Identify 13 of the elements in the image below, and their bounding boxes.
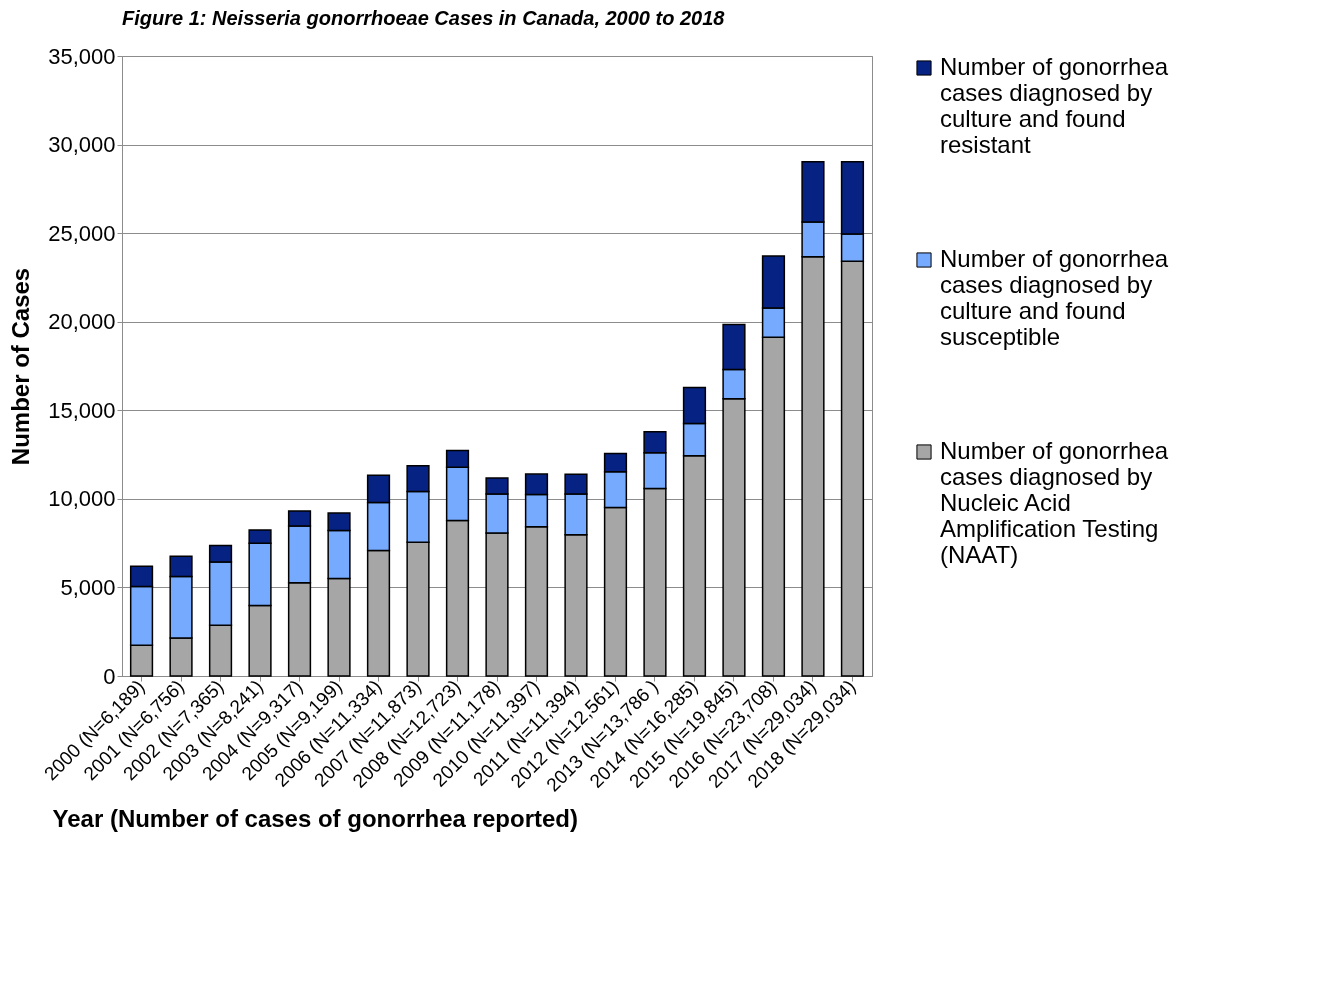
legend-label: Number of gonorrhea cases diagnosed by Nucleic Acid Amplification Testing (NAAT)	[940, 437, 1169, 568]
y-axis-title: Number of Cases	[7, 267, 35, 466]
y-tick-label: 30,000	[48, 132, 116, 158]
chart-title: Figure 1: Neisseria gonorrhoeae Cases in Canada, 2000 to 2018	[122, 7, 726, 29]
y-tick-label: 15,000	[48, 397, 116, 423]
y-tick-label: 20,000	[48, 309, 116, 335]
legend-label: Number of gonorrhea cases diagnosed by culture and found resistant	[940, 53, 1169, 158]
y-tick-label: 10,000	[48, 486, 116, 512]
x-axis-title: Year (Number of cases of gonorrhea reported)	[52, 804, 578, 832]
y-tick-label: 35,000	[48, 43, 116, 69]
y-tick-label: 25,000	[48, 220, 116, 246]
y-tick-label: 5,000	[60, 574, 116, 600]
legend-label: Number of gonorrhea cases diagnosed by culture and found susceptible	[940, 245, 1169, 350]
